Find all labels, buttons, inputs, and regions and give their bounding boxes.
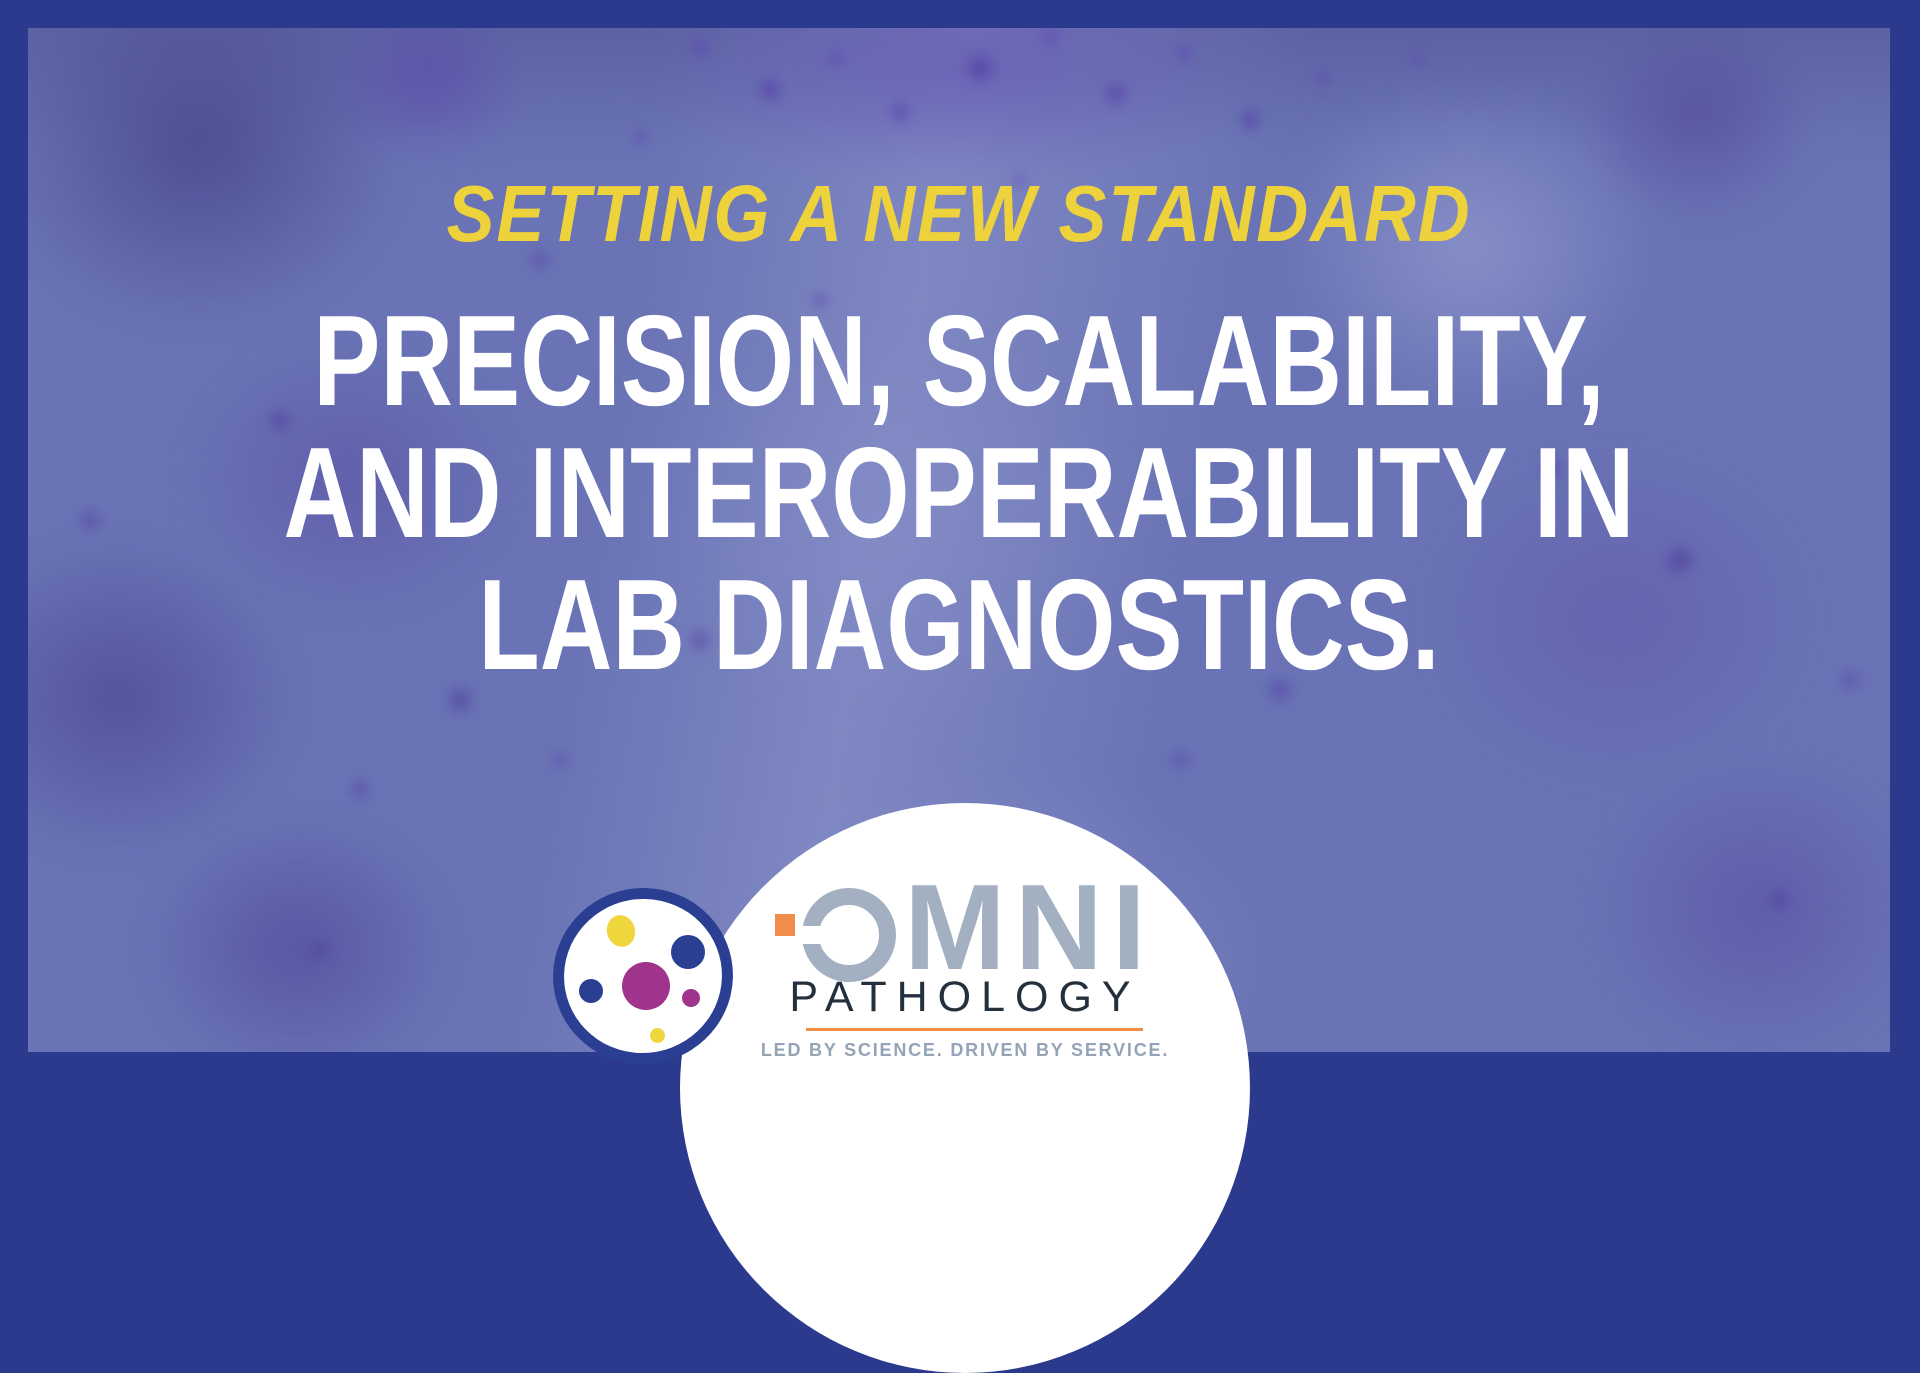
organelle-dot-yellow-bottom: [650, 1028, 665, 1043]
pathology-label: PATHOLOGY: [789, 973, 1141, 1021]
logo-tagline: LED BY SCIENCE. DRIVEN BY SERVICE.: [760, 1040, 1170, 1060]
orange-square-icon: [775, 914, 796, 936]
omni-letters: MNI: [904, 859, 1155, 995]
headline: PRECISION, SCALABILITY, AND INTEROPERABI…: [233, 295, 1685, 691]
headline-line-2: AND INTEROPERABILITY IN: [283, 421, 1635, 565]
headline-line-3: LAB DIAGNOSTICS.: [478, 553, 1440, 697]
headline-line-1: PRECISION, SCALABILITY,: [313, 289, 1605, 433]
banner-canvas: { "kicker": "SETTING A NEW STANDARD", "h…: [0, 0, 1920, 1080]
kicker-text: SETTING A NEW STANDARD: [446, 169, 1472, 258]
organelle-dot-magenta-large: [622, 962, 670, 1010]
omni-o-icon: [802, 888, 897, 982]
organelle-dot-navy-right: [671, 935, 705, 969]
omni-wordmark: MNI: [680, 866, 1250, 988]
organelle-dot-navy-left: [579, 979, 603, 1003]
organelle-dot-magenta-small: [682, 989, 700, 1007]
microscopy-background: [28, 28, 1890, 1052]
logo-divider: [806, 1028, 1143, 1031]
